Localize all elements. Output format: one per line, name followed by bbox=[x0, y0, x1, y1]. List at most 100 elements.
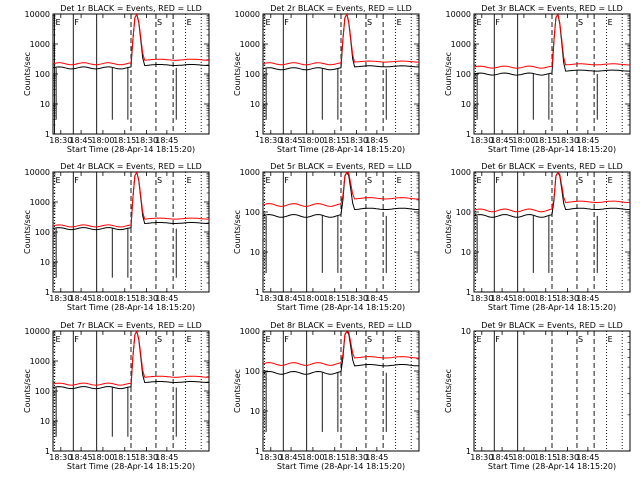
x-tick-label: 18:45 bbox=[155, 136, 178, 145]
x-tick-label: 18:00 bbox=[512, 294, 535, 303]
x-tick-label: 18:45 bbox=[155, 453, 178, 462]
event-marker-label: S bbox=[578, 18, 583, 27]
y-tick-label: 10 bbox=[250, 407, 260, 416]
x-tick-label: 18:30 bbox=[470, 453, 493, 462]
x-tick-label: 18:15 bbox=[323, 136, 346, 145]
event-marker-label: E bbox=[397, 176, 402, 185]
chart-panel-2: Det 2r BLACK = Events, RED = LLD 1 10 100 10… bbox=[233, 4, 420, 154]
events-series-line bbox=[262, 330, 420, 375]
chart-panel-1: Det 1r BLACK = Events, RED = LLD 1 10 100 10… bbox=[23, 4, 210, 154]
y-tick-label: 10000 bbox=[235, 10, 260, 19]
y-tick-label: 100 bbox=[245, 70, 260, 79]
event-marker-label: E bbox=[266, 335, 271, 344]
events-series-line bbox=[473, 171, 630, 218]
x-tick-label: 18:45 bbox=[155, 294, 178, 303]
x-tick-label: 18:45 bbox=[70, 294, 93, 303]
y-tick-label: 10 bbox=[461, 327, 471, 336]
x-tick-label: 18:30 bbox=[556, 453, 579, 462]
event-marker-label: E bbox=[477, 18, 482, 27]
y-tick-label: 1 bbox=[255, 288, 260, 297]
y-tick-label: 1000 bbox=[240, 40, 260, 49]
event-marker-label: S bbox=[157, 176, 162, 185]
lld-series-line bbox=[52, 330, 209, 386]
y-tick-label: 100 bbox=[245, 208, 260, 217]
x-tick-label: 18:30 bbox=[135, 136, 158, 145]
y-tick-label: 1 bbox=[466, 288, 471, 297]
lld-series-line bbox=[262, 171, 419, 207]
y-tick-label: 1 bbox=[45, 288, 50, 297]
event-marker-label: E bbox=[187, 176, 192, 185]
x-tick-label: 18:45 bbox=[280, 453, 303, 462]
x-axis-label: Start Time (28-Apr-14 18:15:20) bbox=[67, 145, 195, 154]
y-tick-label: 1000 bbox=[451, 40, 471, 49]
lld-series-line bbox=[262, 330, 419, 366]
events-series-line bbox=[262, 12, 419, 71]
x-tick-label: 18:30 bbox=[470, 294, 493, 303]
x-tick-label: 18:30 bbox=[470, 136, 493, 145]
x-tick-label: 18:15 bbox=[534, 453, 557, 462]
events-series-line bbox=[262, 171, 419, 218]
y-tick-label: 1 bbox=[45, 447, 50, 456]
event-marker-label: F bbox=[495, 18, 500, 27]
x-tick-label: 18:45 bbox=[365, 453, 388, 462]
x-tick-label: 18:15 bbox=[323, 453, 346, 462]
x-tick-label: 18:00 bbox=[91, 453, 114, 462]
event-marker-label: S bbox=[157, 18, 162, 27]
y-axis-label: Counts/sec bbox=[233, 52, 242, 96]
y-tick-label: 100 bbox=[35, 70, 50, 79]
events-series-line bbox=[473, 12, 630, 76]
x-axis-label: Start Time (28-Apr-14 18:15:20) bbox=[488, 303, 616, 312]
x-axis-label: Start Time (28-Apr-14 18:15:20) bbox=[277, 303, 405, 312]
y-axis-label: Counts/sec bbox=[444, 210, 453, 254]
x-tick-label: 18:45 bbox=[491, 136, 514, 145]
x-tick-label: 18:45 bbox=[365, 294, 388, 303]
x-tick-label: 18:45 bbox=[576, 136, 599, 145]
event-marker-label: E bbox=[608, 18, 613, 27]
x-tick-label: 18:00 bbox=[301, 453, 324, 462]
event-marker-label: F bbox=[74, 335, 79, 344]
chart-title: Det 7r BLACK = Events, RED = LLD bbox=[60, 321, 202, 330]
x-tick-label: 18:30 bbox=[49, 136, 72, 145]
event-marker-label: E bbox=[187, 18, 192, 27]
event-marker-label: E bbox=[187, 335, 192, 344]
x-tick-label: 18:30 bbox=[259, 294, 282, 303]
x-tick-label: 18:45 bbox=[576, 453, 599, 462]
chart-title: Det 2r BLACK = Events, RED = LLD bbox=[270, 4, 412, 13]
y-tick-label: 100 bbox=[35, 228, 50, 237]
x-tick-label: 18:45 bbox=[280, 294, 303, 303]
event-marker-label: S bbox=[578, 176, 583, 185]
x-tick-label: 18:30 bbox=[259, 453, 282, 462]
event-marker-label: E bbox=[56, 335, 61, 344]
y-tick-label: 10000 bbox=[25, 327, 50, 336]
y-axis-label: Counts/sec bbox=[23, 210, 32, 254]
x-tick-label: 18:00 bbox=[301, 294, 324, 303]
y-axis-label: Counts/sec bbox=[233, 369, 242, 413]
x-axis-label: Start Time (28-Apr-14 18:15:20) bbox=[67, 303, 195, 312]
y-tick-label: 100 bbox=[245, 367, 260, 376]
y-tick-label: 10 bbox=[250, 100, 260, 109]
events-series-line bbox=[52, 170, 209, 231]
x-tick-label: 18:45 bbox=[70, 453, 93, 462]
y-tick-label: 10 bbox=[250, 248, 260, 257]
event-marker-label: S bbox=[367, 18, 372, 27]
event-marker-label: E bbox=[397, 335, 402, 344]
y-tick-label: 100 bbox=[456, 70, 471, 79]
chart-panel-3: Det 3r BLACK = Events, RED = LLD 1 10 100 10… bbox=[444, 4, 631, 154]
y-tick-label: 10 bbox=[40, 258, 50, 267]
chart-panel-6: Det 6r BLACK = Events, RED = LLD 1 10 100 10… bbox=[444, 162, 631, 312]
event-marker-label: F bbox=[74, 18, 79, 27]
lld-series-line bbox=[52, 171, 209, 228]
x-axis-label: Start Time (28-Apr-14 18:15:20) bbox=[277, 145, 405, 154]
x-tick-label: 18:45 bbox=[70, 136, 93, 145]
event-marker-label: F bbox=[495, 176, 500, 185]
chart-title: Det 4r BLACK = Events, RED = LLD bbox=[60, 162, 202, 171]
y-tick-label: 10 bbox=[40, 417, 50, 426]
event-marker-label: E bbox=[56, 18, 61, 27]
x-axis-label: Start Time (28-Apr-14 18:15:20) bbox=[488, 462, 616, 471]
x-axis-label: Start Time (28-Apr-14 18:15:20) bbox=[488, 145, 616, 154]
x-axis-label: Start Time (28-Apr-14 18:15:20) bbox=[67, 462, 195, 471]
event-marker-label: E bbox=[608, 176, 613, 185]
events-series-line bbox=[52, 12, 209, 70]
chart-title: Det 8r BLACK = Events, RED = LLD bbox=[270, 321, 412, 330]
